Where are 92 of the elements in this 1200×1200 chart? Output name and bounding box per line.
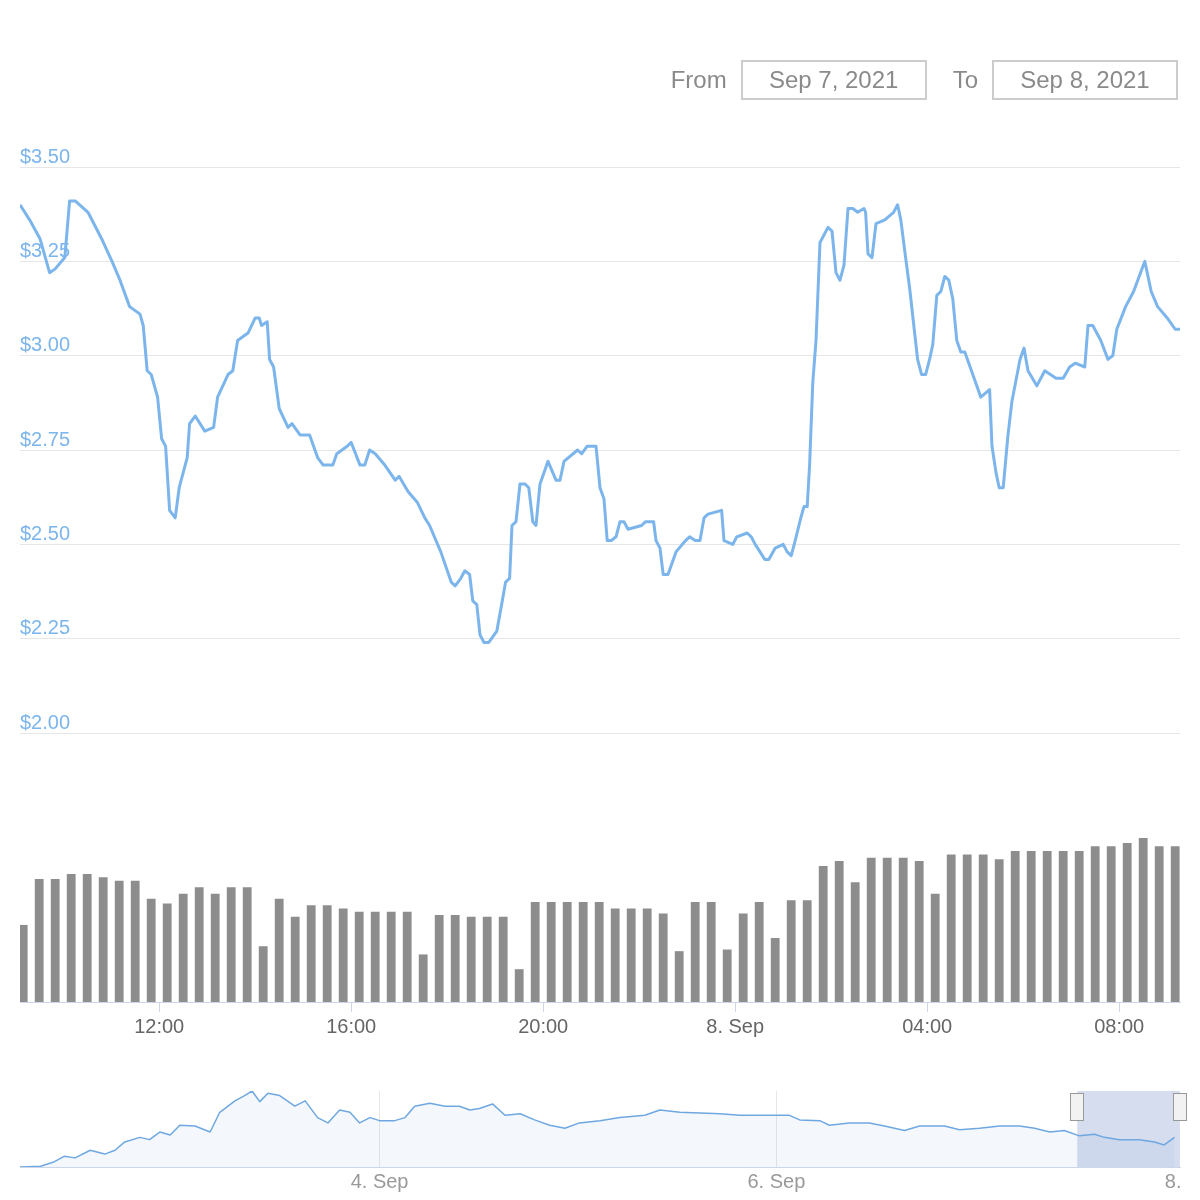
bar (530, 901, 540, 1002)
bar (882, 857, 892, 1002)
y-tick-label: $2.50 (20, 521, 71, 544)
bar (482, 916, 492, 1002)
bar (1074, 851, 1084, 1002)
bar (642, 908, 652, 1002)
bar (498, 916, 508, 1002)
bar (114, 880, 124, 1002)
bar (866, 857, 876, 1002)
bar (434, 915, 444, 1002)
bar (290, 916, 300, 1002)
bar (978, 854, 988, 1002)
bar (610, 908, 620, 1002)
bar (1138, 838, 1148, 1002)
bar (514, 969, 524, 1002)
x-tick-label: 12:00 (134, 1014, 185, 1037)
bar (818, 865, 828, 1002)
bar (274, 898, 284, 1002)
bar (450, 915, 460, 1002)
bar (34, 879, 44, 1002)
bar (354, 911, 364, 1002)
bar (386, 911, 396, 1002)
bar (370, 911, 380, 1002)
bar (194, 887, 204, 1002)
bar (738, 913, 748, 1002)
bar (658, 913, 668, 1002)
bar (722, 949, 732, 1002)
bar (914, 860, 924, 1002)
bar (1154, 846, 1164, 1002)
bar (338, 908, 348, 1002)
bar (402, 911, 412, 1002)
bar (178, 893, 188, 1002)
bar (1170, 846, 1180, 1002)
bar (626, 908, 636, 1002)
bar (1042, 851, 1052, 1002)
bar (146, 898, 156, 1002)
x-tick-label: 20:00 (518, 1014, 569, 1037)
bar (242, 887, 252, 1002)
bar (82, 874, 92, 1002)
bar (66, 874, 76, 1002)
x-tick-label: 16:00 (326, 1014, 377, 1037)
bar (322, 905, 332, 1002)
date-field: Sep 7, 2021 (740, 60, 927, 100)
bar (1106, 846, 1116, 1002)
text: From (670, 66, 727, 94)
bar (130, 880, 140, 1002)
bar (834, 860, 844, 1002)
bar (706, 901, 716, 1002)
x-tick-label: 6. Sep (747, 1169, 806, 1192)
bar (98, 877, 108, 1002)
bar (258, 946, 268, 1002)
bar (786, 900, 796, 1002)
bar (466, 916, 476, 1002)
bar (802, 900, 812, 1002)
date-field: Sep 8, 2021 (992, 60, 1178, 100)
bar (50, 879, 60, 1002)
bar (930, 893, 940, 1002)
bar (578, 901, 588, 1002)
bar (994, 859, 1004, 1002)
bar (674, 951, 684, 1002)
x-tick-label: 04:00 (902, 1014, 953, 1037)
y-tick-label: $2.25 (20, 616, 71, 639)
bar (1122, 842, 1132, 1002)
bar (562, 901, 572, 1002)
bar (850, 882, 860, 1002)
bar (898, 857, 908, 1002)
x-tick-label: 8. (1164, 1169, 1182, 1192)
bar (546, 901, 556, 1002)
bar (690, 901, 700, 1002)
x-tick-label: 8. Sep (706, 1014, 765, 1037)
bar (946, 854, 956, 1002)
bar (962, 854, 972, 1002)
y-tick-label: $2.75 (20, 427, 71, 450)
bar (418, 954, 428, 1002)
bar (306, 905, 316, 1002)
bar (1058, 851, 1068, 1002)
y-tick-label: $2.00 (20, 710, 71, 733)
bar (754, 901, 764, 1002)
y-tick-label: $3.00 (20, 333, 71, 356)
bar (1026, 851, 1036, 1002)
bar (162, 903, 172, 1002)
bar (226, 887, 236, 1002)
bar (594, 901, 604, 1002)
y-tick-label: $3.50 (20, 144, 71, 167)
x-tick-label: 08:00 (1094, 1014, 1145, 1037)
bar (20, 924, 28, 1002)
bar (770, 938, 780, 1002)
bar (1010, 851, 1020, 1002)
bar (210, 893, 220, 1002)
text: To (952, 66, 978, 94)
x-tick-label: 4. Sep (350, 1169, 409, 1192)
bar (1090, 846, 1100, 1002)
